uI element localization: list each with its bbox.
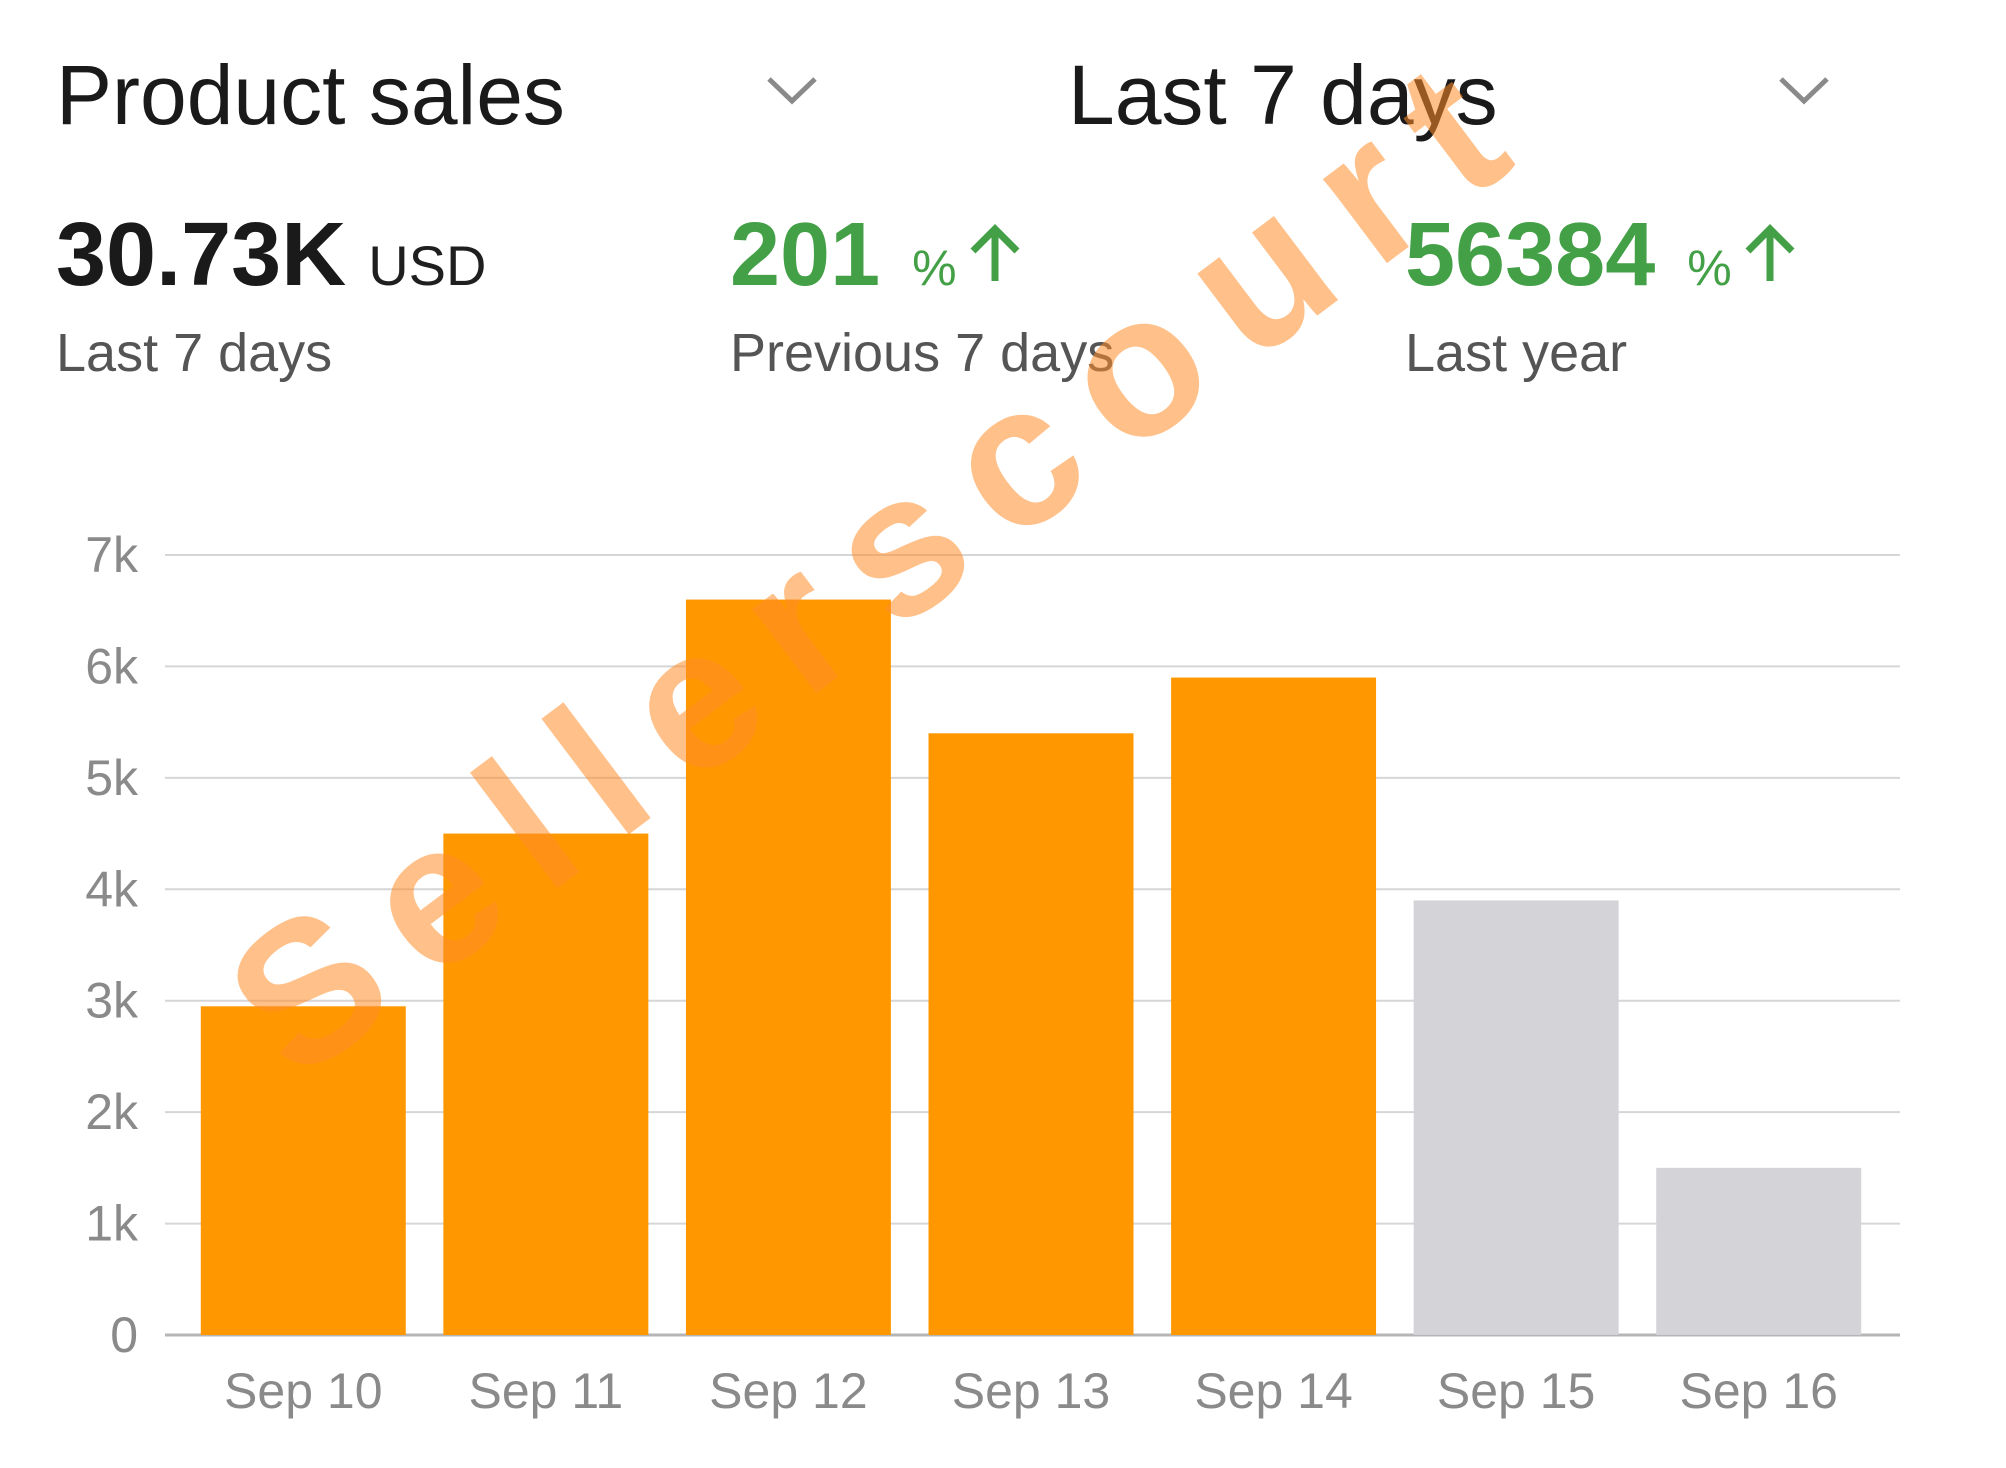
- x-tick-label: Sep 11: [468, 1363, 623, 1419]
- period-selector-label: Last 7 days: [1068, 47, 1498, 142]
- y-tick-label: 4k: [85, 861, 139, 917]
- last-year-caption: Last year: [1405, 323, 1628, 383]
- y-tick-label: 5k: [85, 750, 139, 806]
- percent-sign: %: [912, 240, 957, 296]
- bar-sep-11[interactable]: [443, 833, 649, 1335]
- chevron-down-icon[interactable]: [762, 60, 822, 120]
- y-tick-label: 0: [110, 1307, 138, 1363]
- x-tick-label: Sep 13: [952, 1363, 1110, 1419]
- total-sales-caption: Last 7 days: [56, 323, 333, 383]
- previous-period-caption: Previous 7 days: [730, 323, 1115, 383]
- arrow-up-icon: [1742, 223, 1798, 285]
- y-tick-label: 6k: [85, 638, 139, 694]
- total-sales-value: 30.73K: [56, 205, 347, 305]
- x-tick-label: Sep 14: [1194, 1363, 1352, 1419]
- arrow-up-icon: [967, 223, 1023, 285]
- bar-sep-12[interactable]: [685, 599, 891, 1335]
- previous-change-value: 201: [730, 205, 881, 305]
- x-tick-label: Sep 15: [1437, 1363, 1595, 1419]
- metric-selector[interactable]: Product sales: [56, 40, 565, 150]
- y-tick-label: 2k: [85, 1084, 139, 1140]
- y-tick-label: 7k: [85, 527, 139, 583]
- last-year-metric: 56384 % Last year: [1405, 210, 1798, 384]
- currency-unit: USD: [368, 234, 487, 297]
- bar-sep-16[interactable]: [1656, 1167, 1862, 1335]
- percent-sign: %: [1687, 240, 1732, 296]
- bar-sep-15[interactable]: [1413, 900, 1619, 1335]
- x-tick-label: Sep 12: [709, 1363, 867, 1419]
- period-selector[interactable]: Last 7 days: [1068, 40, 1498, 150]
- total-sales-metric: 30.73K USD Last 7 days: [56, 210, 486, 384]
- bar-sep-13[interactable]: [928, 733, 1134, 1335]
- y-tick-label: 1k: [85, 1196, 139, 1252]
- metric-selector-label: Product sales: [56, 47, 565, 142]
- bar-sep-10[interactable]: [200, 1006, 406, 1335]
- bar-sep-14[interactable]: [1171, 677, 1377, 1335]
- x-tick-label: Sep 10: [224, 1363, 382, 1419]
- previous-period-metric: 201 % Previous 7 days: [730, 210, 1114, 384]
- y-tick-label: 3k: [85, 973, 139, 1029]
- x-tick-label: Sep 16: [1679, 1363, 1837, 1419]
- last-year-change-value: 56384: [1405, 205, 1656, 305]
- chevron-down-icon[interactable]: [1774, 60, 1834, 120]
